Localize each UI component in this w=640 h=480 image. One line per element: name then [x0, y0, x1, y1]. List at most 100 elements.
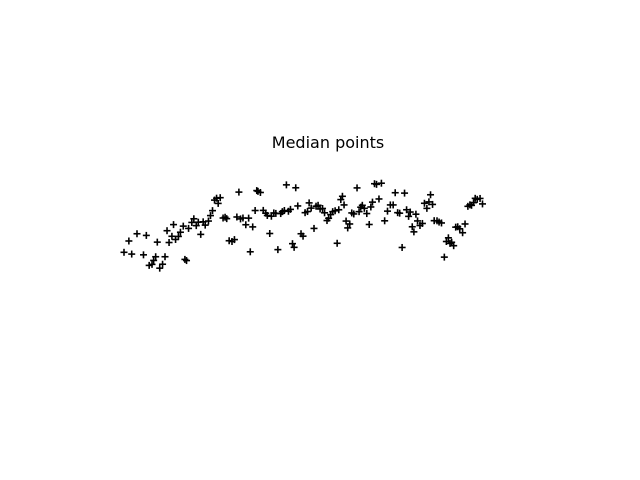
scatter-point [299, 232, 307, 240]
scatter-point [290, 243, 298, 251]
scatter-point [197, 230, 205, 238]
scatter-point [190, 215, 198, 223]
scatter-point [459, 229, 467, 237]
scatter-point [209, 207, 217, 215]
scatter-point [425, 198, 433, 206]
scatter-point [133, 230, 141, 238]
scatter-point [363, 210, 371, 218]
scatter-point [185, 224, 193, 232]
scatter-point [427, 191, 435, 199]
scatter-point [440, 253, 448, 261]
scatter-point [148, 260, 156, 268]
scatter-point [204, 217, 212, 225]
scatter-point [418, 219, 426, 227]
scatter-point [414, 217, 422, 225]
scatter-point [274, 246, 282, 254]
scatter-point [139, 251, 147, 259]
scatter-point [230, 236, 238, 244]
scatter-point [294, 202, 302, 210]
scatter-point [307, 204, 315, 212]
scatter-point [282, 181, 290, 189]
scatter-point [396, 209, 404, 217]
scatter-point [365, 220, 373, 228]
scatter-point [405, 212, 413, 220]
scatter-point [235, 188, 243, 196]
scatter-point [408, 223, 416, 231]
scatter-point [389, 201, 397, 209]
scatter-point [251, 207, 259, 215]
chart-title: Median points [272, 133, 384, 152]
scatter-point [216, 194, 224, 202]
scatter-point [214, 199, 222, 207]
scatter-point [242, 221, 250, 229]
scatter-point [456, 225, 464, 233]
scatter-point [159, 260, 167, 268]
scatter-point [420, 199, 428, 207]
scatter-point [410, 228, 418, 236]
scatter-point [142, 231, 150, 239]
scatter-point [319, 204, 327, 212]
scatter-point [381, 217, 389, 225]
scatter-point [161, 253, 169, 261]
scatter-point [406, 208, 414, 216]
scatter-point [288, 240, 296, 248]
scatter-point [128, 250, 136, 258]
scatter-point [335, 206, 343, 214]
scatter-point [179, 222, 187, 230]
scatter-point [249, 223, 257, 231]
scatter-point [478, 200, 486, 208]
scatter-point [150, 256, 158, 264]
scatter-point [314, 201, 322, 209]
scatter-point [286, 205, 294, 213]
scatter-point [168, 232, 176, 240]
scatter-point [437, 219, 445, 227]
scatter-point [325, 214, 333, 222]
scatter-point [476, 194, 484, 202]
scatter-point [444, 234, 452, 242]
scatter-point [305, 199, 313, 207]
scatter-point [310, 224, 318, 232]
scatter-point [403, 206, 411, 214]
scatter-point [181, 255, 189, 263]
scatter-point [245, 214, 253, 222]
scatter-point [153, 238, 161, 246]
scatter-point [373, 180, 381, 188]
scatter-point [256, 188, 264, 196]
scatter-point [360, 204, 368, 212]
scatter-point [429, 200, 437, 208]
scatter-point [165, 239, 173, 247]
scatter-point [470, 199, 478, 207]
scatter-point [391, 189, 399, 197]
scatter-point [450, 242, 458, 250]
scatter-point [152, 253, 160, 261]
scatter-point [383, 207, 391, 215]
scatter-point [353, 184, 361, 192]
scatter-point [321, 209, 329, 217]
scatter-point [342, 217, 350, 225]
scatter-point [266, 229, 274, 237]
scatter-point [163, 227, 171, 235]
scatter-point [120, 248, 128, 256]
scatter-point [170, 221, 178, 229]
scatter-point [156, 264, 164, 272]
scatter-point [125, 237, 133, 245]
scatter-points [120, 179, 486, 272]
scatter-point [223, 215, 231, 223]
scatter-point [398, 243, 406, 251]
scatter-point [338, 192, 346, 200]
scatter-point [368, 198, 376, 206]
scatter-point [246, 248, 254, 256]
scatter-point [304, 208, 312, 216]
scatter-point [401, 189, 409, 197]
scatter-point [367, 203, 375, 211]
scatter-point [233, 213, 241, 221]
scatter-point [355, 208, 363, 216]
scatter-point [333, 239, 341, 247]
scatter-point [377, 179, 385, 187]
scatter-point [188, 218, 196, 226]
scatter-point [176, 228, 184, 236]
scatter-point [461, 220, 469, 228]
scatter-point [346, 220, 354, 228]
scatter-point [344, 224, 352, 232]
